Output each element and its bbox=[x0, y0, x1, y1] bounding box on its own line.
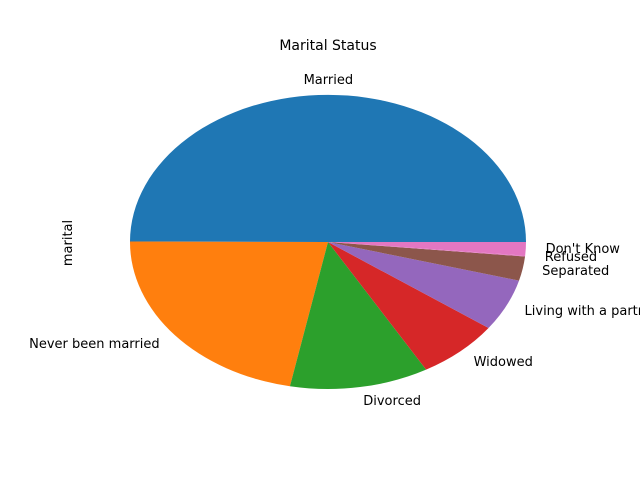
pie-slice-divorced bbox=[289, 242, 427, 389]
pie-slice-never-been-married bbox=[129, 241, 328, 387]
slice-label-married: Married bbox=[304, 73, 354, 88]
slice-label-widowed: Widowed bbox=[474, 355, 533, 370]
pie-slices bbox=[129, 94, 527, 389]
pie-slice-refused bbox=[328, 242, 526, 257]
pie-slice-widowed bbox=[328, 242, 489, 370]
chart-title: Marital Status bbox=[279, 38, 376, 54]
pie-slice-living-with-a-partner bbox=[328, 242, 520, 329]
slice-label-living-with-a-partner: Living with a partner bbox=[525, 304, 640, 319]
slice-label-refused: Refused bbox=[545, 250, 597, 265]
y-axis-label: marital bbox=[61, 220, 76, 266]
pie-slice-married bbox=[130, 94, 527, 242]
pie-slice-separated bbox=[328, 242, 526, 281]
slice-labels: Married Never been married Divorced Widowed… bbox=[29, 73, 640, 409]
slice-label-separated: Separated bbox=[542, 264, 609, 279]
pie-slice-don-t-know bbox=[328, 242, 526, 256]
slice-label-divorced: Divorced bbox=[363, 394, 421, 409]
slice-label-never-been-married: Never been married bbox=[29, 337, 159, 352]
slice-label-don-t-know: Don't Know bbox=[546, 242, 621, 257]
